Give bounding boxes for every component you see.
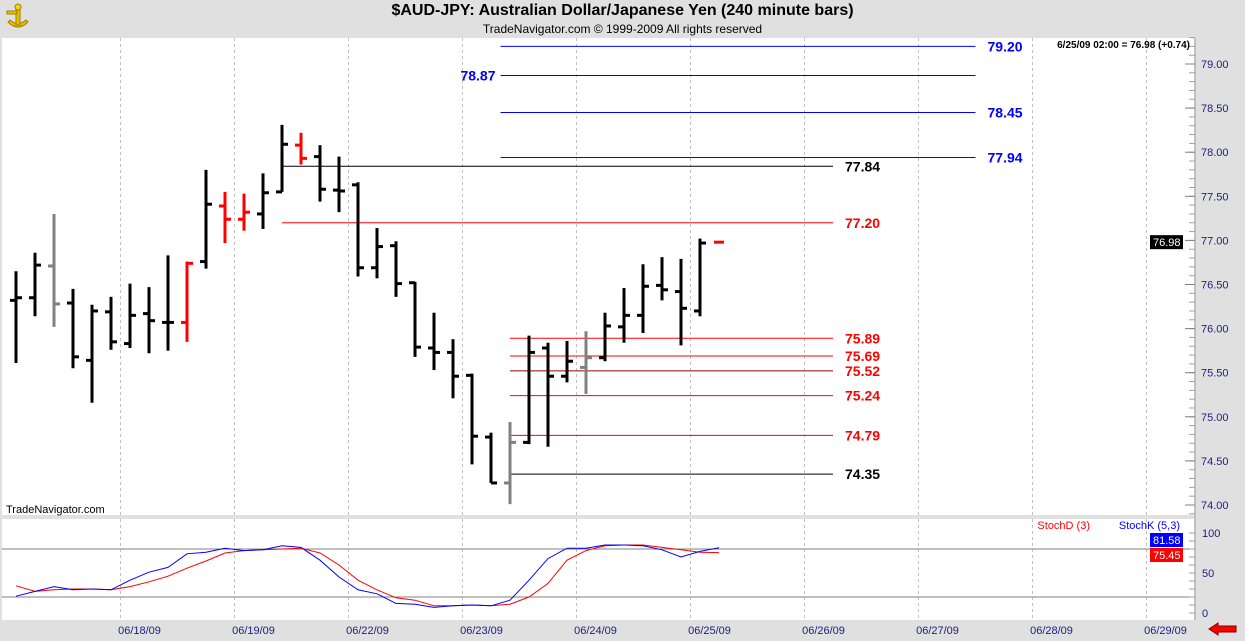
ohlc-bar [162, 255, 174, 351]
ohlc-bar [428, 312, 440, 371]
ohlc-bar [86, 304, 98, 403]
stoch-line-k [15, 544, 720, 608]
ohlc-bar [618, 288, 630, 343]
stoch-value-label: 75.45 [1153, 550, 1181, 562]
price-tick-label: 77.50 [1201, 191, 1229, 203]
ohlc-bar [561, 340, 573, 383]
last-price-badge [1150, 235, 1183, 250]
ohlc-bar [714, 240, 724, 244]
ohlc-bar [143, 287, 155, 354]
stoch-value-badge [1150, 548, 1183, 562]
price-tick-label: 75.00 [1201, 412, 1229, 424]
date-label: 06/19/09 [232, 625, 275, 637]
date-label: 06/24/09 [574, 625, 617, 637]
date-label: 06/18/09 [118, 625, 161, 637]
stoch-tick-label: 100 [1202, 528, 1220, 540]
price-tick-label: 78.50 [1201, 103, 1229, 115]
price-tick-label: 78.00 [1201, 147, 1229, 159]
ohlc-bar [485, 432, 497, 485]
price-tick-label: 76.00 [1201, 324, 1229, 336]
date-label: 06/28/09 [1030, 625, 1073, 637]
ohlc-bar [238, 193, 250, 231]
ohlc-bar [466, 373, 478, 465]
price-readout: 6/25/09 02:00 = 76.98 (+0.74) [1057, 40, 1190, 51]
price-tick-label: 76.50 [1201, 280, 1229, 292]
ohlc-bar [10, 271, 22, 363]
ohlc-bar [694, 238, 706, 317]
date-label: 06/27/09 [916, 625, 959, 637]
level-label: 74.35 [845, 466, 880, 482]
level-label: 79.20 [988, 38, 1023, 54]
ohlc-bar [352, 182, 364, 277]
stoch-value-badge [1150, 533, 1183, 547]
bar-flat [714, 240, 724, 244]
ohlc-bar [295, 132, 307, 165]
price-tick-label: 75.50 [1201, 368, 1229, 380]
level-label: 77.84 [845, 158, 880, 174]
stoch-tick-label: 50 [1202, 568, 1214, 580]
legend-stochd: StochD (3) [1037, 520, 1090, 532]
ohlc-bar [219, 191, 231, 244]
price-tick-label: 77.00 [1201, 235, 1229, 247]
ohlc-bar [656, 257, 668, 301]
stoch-line-d [15, 544, 720, 607]
ohlc-bar [580, 331, 592, 394]
ohlc-bar [523, 335, 535, 445]
stoch-panel [2, 519, 1195, 620]
ohlc-bar [637, 264, 649, 334]
level-label: 75.89 [845, 330, 880, 346]
ohlc-bar [200, 169, 212, 269]
ohlc-bar [105, 296, 117, 350]
price-tick-label: 74.00 [1201, 500, 1229, 512]
price-tick-label: 74.50 [1201, 456, 1229, 468]
level-label: 78.87 [460, 67, 495, 83]
date-label: 06/25/09 [688, 625, 731, 637]
price-tick-label: 79.00 [1201, 59, 1229, 71]
level-label: 77.20 [845, 215, 880, 231]
ohlc-bar [48, 213, 60, 327]
chart-subtitle: TradeNavigator.com © 1999-2009 All right… [482, 22, 763, 36]
ohlc-bar [314, 145, 326, 202]
ohlc-bar [504, 422, 516, 505]
ohlc-bar [124, 283, 136, 349]
last-price-label: 76.98 [1153, 237, 1181, 249]
ohlc-bar [371, 228, 383, 279]
ohlc-bar [390, 241, 402, 297]
level-label: 75.24 [845, 388, 880, 404]
stoch-value-label: 81.58 [1153, 535, 1181, 547]
date-label: 06/29/09 [1144, 625, 1187, 637]
level-label: 74.79 [845, 427, 880, 443]
level-label: 78.45 [988, 105, 1023, 121]
date-label: 06/23/09 [460, 625, 503, 637]
scroll-left-arrow-icon[interactable] [1208, 622, 1238, 641]
ohlc-bar [181, 261, 193, 342]
ohlc-bar [599, 312, 611, 362]
ohlc-bar [67, 288, 79, 369]
sextant-logo-icon [4, 2, 32, 37]
ohlc-bar [257, 173, 269, 229]
ohlc-bar [276, 124, 288, 194]
level-label: 77.94 [988, 149, 1023, 165]
ohlc-bar [333, 156, 345, 213]
chart-title: $AUD-JPY: Australian Dollar/Japanese Yen… [391, 2, 854, 19]
ohlc-bar [542, 342, 554, 447]
legend-stochk: StochK (5,3) [1119, 520, 1180, 532]
ohlc-bar [409, 281, 421, 357]
ohlc-bar [29, 252, 41, 317]
level-label: 75.52 [845, 363, 880, 379]
watermark: TradeNavigator.com [6, 504, 105, 516]
date-label: 06/22/09 [346, 625, 389, 637]
ohlc-bar [675, 258, 687, 346]
date-label: 06/26/09 [802, 625, 845, 637]
level-label: 75.69 [845, 348, 880, 364]
stoch-tick-label: 0 [1202, 608, 1208, 620]
ohlc-bar [447, 339, 459, 399]
